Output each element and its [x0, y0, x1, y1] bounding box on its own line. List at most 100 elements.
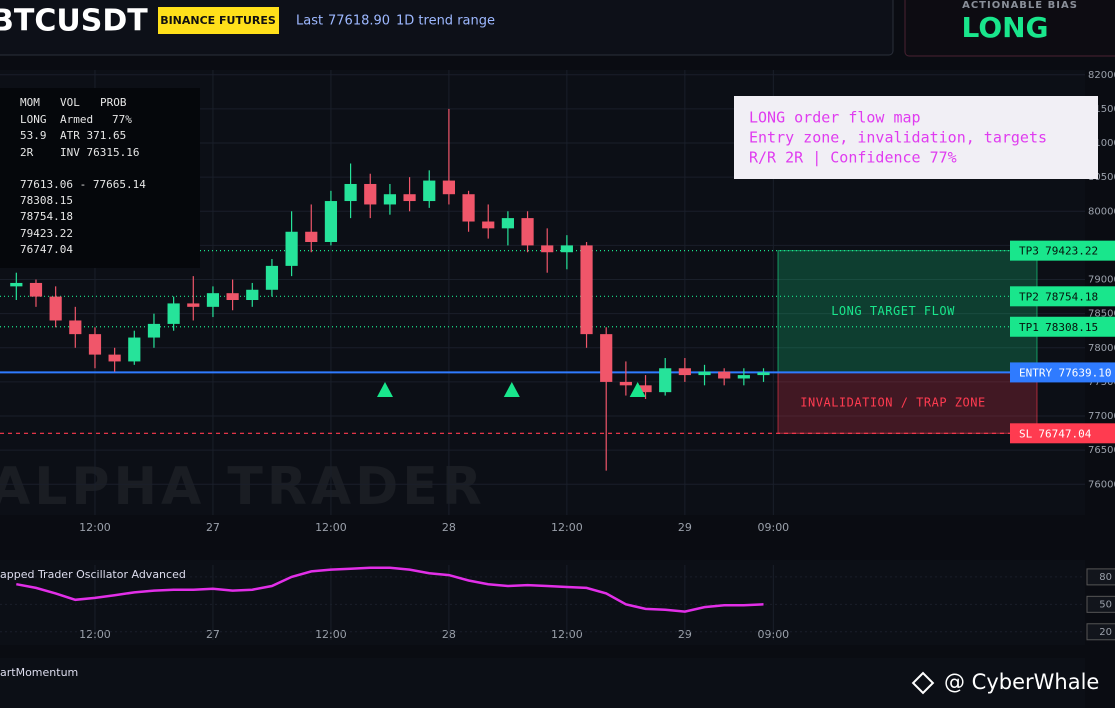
- momentum-panel: [0, 658, 1085, 708]
- watermark: ALPHA TRADER: [0, 457, 486, 517]
- bias-box: [904, 0, 1115, 57]
- level-name: TP3: [1019, 245, 1039, 258]
- candle-body: [541, 245, 554, 253]
- candle-body: [10, 282, 23, 287]
- annotation-line: Entry zone, invalidation, targets: [749, 129, 1047, 147]
- annotation-box: [734, 96, 1098, 179]
- info-col: PROB: [100, 96, 127, 109]
- x-tick-label: 12:00: [551, 628, 583, 641]
- candle-body: [167, 303, 180, 324]
- candle-body: [29, 282, 43, 297]
- info-cell: LONG: [20, 113, 47, 126]
- level-badge: [1010, 240, 1115, 261]
- level-name: ENTRY: [1019, 366, 1052, 379]
- y-tick-label: 82000: [1088, 70, 1115, 81]
- candle-body: [442, 180, 455, 195]
- candle-body: [108, 354, 121, 362]
- candle-body: [659, 368, 672, 393]
- candle-body: [482, 221, 495, 229]
- candle-body: [678, 368, 691, 376]
- y-tick-box: [1086, 568, 1115, 586]
- last-label: Last: [296, 14, 323, 29]
- zone-label: LONG TARGET FLOW: [831, 304, 955, 318]
- y-tick-label: 77000: [1088, 411, 1115, 422]
- info-cell: Armed: [60, 113, 93, 126]
- y-tick-label: 81000: [1088, 138, 1115, 149]
- bias-title: ACTIONABLE BIAS: [962, 0, 1078, 11]
- level-value: 79423.22: [1045, 245, 1098, 258]
- candle-body: [423, 180, 436, 202]
- y-tick-label: 81500: [1088, 104, 1115, 115]
- momentum-title: artMomentum: [0, 666, 78, 679]
- osc-title: apped Trader Oscillator Advanced: [0, 568, 186, 581]
- level-badge: [1010, 286, 1115, 307]
- candle-body: [462, 194, 475, 222]
- level-name: SL: [1019, 427, 1033, 440]
- level-name: TP2: [1019, 290, 1039, 303]
- level-badge: [1010, 423, 1115, 444]
- candle-body: [364, 183, 377, 205]
- x-tick-label: 09:00: [757, 521, 789, 534]
- x-tick-label: 28: [442, 521, 456, 534]
- candle-body: [698, 371, 711, 376]
- osc-line: [16, 566, 764, 613]
- candle-body: [757, 372, 770, 376]
- credit-icon: [911, 671, 935, 695]
- candle-body: [383, 194, 397, 205]
- candle-body: [226, 293, 239, 301]
- level-badge: [1010, 316, 1115, 337]
- x-tick-label: 12:00: [315, 628, 347, 641]
- annotation-line: LONG order flow map: [749, 109, 921, 127]
- bias-value: LONG: [961, 11, 1048, 44]
- x-tick-label: 12:00: [79, 521, 111, 534]
- candle-body: [324, 201, 338, 242]
- info-level: 79423.22: [20, 227, 73, 240]
- info-cell: 2R: [20, 146, 34, 159]
- candle-body: [88, 334, 102, 355]
- y-tick-box: [1086, 595, 1115, 613]
- level-value: 78754.18: [1045, 290, 1098, 303]
- credit: @ CyberWhale: [944, 670, 1099, 694]
- y-tick-label: 79000: [1088, 275, 1115, 286]
- x-tick-label: 29: [678, 521, 692, 534]
- candle-body: [69, 320, 82, 335]
- info-cell: ATR 371.65: [60, 129, 126, 142]
- range: 1D trend range: [396, 14, 495, 29]
- candle-body: [600, 334, 613, 382]
- info-col: MOM: [20, 96, 40, 109]
- level-value: 78308.15: [1045, 321, 1098, 334]
- y-tick-label: 20: [1099, 627, 1112, 638]
- candle-body: [49, 296, 62, 321]
- x-tick-label: 12:00: [315, 521, 347, 534]
- x-tick-label: 09:00: [757, 628, 789, 641]
- x-tick-label: 27: [206, 628, 220, 641]
- info-cell: 53.9: [20, 129, 47, 142]
- info-level: 77613.06 - 77665.14: [20, 178, 146, 191]
- candle-body: [128, 337, 141, 362]
- candle-body: [206, 293, 220, 307]
- candle-body: [147, 323, 161, 338]
- candle-body: [305, 231, 318, 242]
- osc-panel: [0, 560, 1085, 645]
- level-name: TP1: [1019, 321, 1039, 334]
- info-level: 78308.15: [20, 194, 73, 207]
- main-chart: 12:00 27 12:00 28 12:00 29 09:00 76000 76500 7700…: [0, 70, 1115, 534]
- info-level: 78754.18: [20, 210, 73, 223]
- candle-body: [580, 245, 593, 335]
- level-value: 77639.10: [1059, 366, 1112, 379]
- y-tick-box: [1086, 623, 1115, 641]
- signal: [629, 382, 646, 397]
- info-level: 76747.04: [20, 243, 73, 256]
- annotation-line: R/R 2R | Confidence 77%: [749, 149, 957, 167]
- y-tick-label: 78500: [1088, 309, 1115, 320]
- exchange-badge: [158, 7, 279, 34]
- y-tick-label: 76000: [1088, 479, 1115, 490]
- info-col: VOL: [60, 96, 80, 109]
- candle-body: [560, 245, 573, 253]
- info-text: MOM VOL PROB LONG Armed 77% 53.9 ATR 371…: [20, 96, 146, 256]
- x-tick-label: 12:00: [79, 628, 111, 641]
- candle-body: [403, 194, 416, 202]
- candle-body: [344, 183, 357, 202]
- info-cell: 77%: [112, 113, 132, 126]
- y-tick-label: 80500: [1088, 172, 1115, 183]
